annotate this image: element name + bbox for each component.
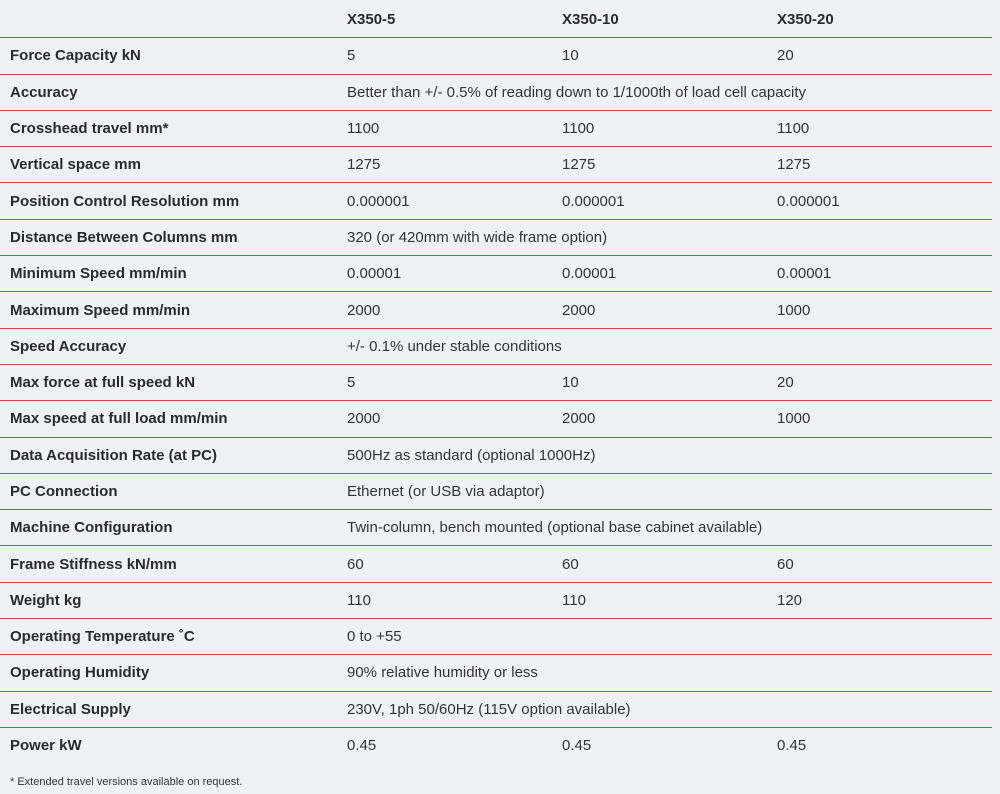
column-header: X350-20: [777, 2, 992, 39]
row-label: Minimum Speed mm/min: [0, 255, 347, 293]
spec-row: Frame Stiffness kN/mm 60 60 60: [0, 545, 992, 583]
spec-value: 0.000001: [562, 182, 777, 220]
spec-value: 10: [562, 364, 777, 402]
spec-row: Distance Between Columns mm 320 (or 420mm…: [0, 219, 992, 257]
spec-row: Power kW 0.45 0.45 0.45: [0, 727, 992, 763]
spec-value: 60: [777, 545, 992, 583]
row-label: Position Control Resolution mm: [0, 182, 347, 220]
row-label: Data Acquisition Rate (at PC): [0, 437, 347, 474]
spec-value: Twin-column, bench mounted (optional bas…: [347, 509, 992, 547]
spec-value: 230V, 1ph 50/60Hz (115V option available…: [347, 691, 992, 728]
row-label: Frame Stiffness kN/mm: [0, 545, 347, 583]
spec-row: Max speed at full load mm/min 2000 2000 100…: [0, 400, 992, 438]
spec-value: 0.45: [562, 737, 592, 755]
spec-value: 5: [347, 364, 562, 402]
spec-row: Vertical space mm 1275 1275 1275: [0, 146, 992, 184]
spec-value: 0.000001: [777, 182, 992, 220]
spec-row: Accuracy Better than +/- 0.5% of reading …: [0, 74, 992, 111]
row-label: Operating Humidity: [0, 654, 347, 692]
spec-value: 1000: [777, 400, 992, 438]
spec-value: 2000: [347, 400, 562, 438]
spec-row: Electrical Supply 230V, 1ph 50/60Hz (115V…: [0, 691, 992, 728]
spec-value: 120: [777, 582, 992, 620]
spec-value: 90% relative humidity or less: [347, 654, 992, 692]
spec-value: 1275: [347, 146, 562, 184]
spec-value: 2000: [562, 400, 777, 438]
header-empty: [0, 2, 347, 39]
spec-value: 1275: [562, 146, 777, 184]
spec-row: Minimum Speed mm/min 0.00001 0.00001 0.0000…: [0, 255, 992, 293]
spec-value: 1100: [347, 110, 562, 148]
spec-row: Operating Temperature ˚C 0 to +55: [0, 618, 992, 656]
spec-value: 60: [347, 545, 562, 583]
spec-row: Maximum Speed mm/min 2000 2000 1000: [0, 291, 992, 329]
spec-value: 500Hz as standard (optional 1000Hz): [347, 437, 992, 474]
spec-value: 0.00001: [777, 255, 992, 293]
spec-row: Force Capacity kN 5 10 20: [0, 37, 992, 75]
header-row: X350-5 X350-10 X350-20: [0, 2, 992, 39]
row-label: Operating Temperature ˚C: [0, 618, 347, 656]
spec-value: 110: [562, 582, 777, 620]
row-label: Accuracy: [0, 74, 347, 111]
row-label: Crosshead travel mm*: [0, 110, 347, 148]
spec-value: 320 (or 420mm with wide frame option): [347, 219, 992, 257]
spec-value: 2000: [562, 291, 777, 329]
row-label: Vertical space mm: [0, 146, 347, 184]
spec-value: 20: [777, 37, 992, 75]
spec-value: 0.000001: [347, 182, 562, 220]
spec-value: 5: [347, 37, 562, 75]
row-label: Maximum Speed mm/min: [0, 291, 347, 329]
spec-row: Machine Configuration Twin-column, bench …: [0, 509, 992, 547]
spec-value: 0.00001: [562, 255, 777, 293]
spec-row: Operating Humidity 90% relative humidity …: [0, 654, 992, 692]
row-label: Max speed at full load mm/min: [0, 400, 347, 438]
spec-value: 1100: [777, 110, 992, 148]
spec-row: Data Acquisition Rate (at PC) 500Hz as st…: [0, 437, 992, 474]
row-label: Machine Configuration: [0, 509, 347, 547]
row-label: Max force at full speed kN: [0, 364, 347, 402]
spec-row: PC Connection Ethernet (or USB via adapto…: [0, 473, 992, 511]
column-header: X350-10: [562, 2, 777, 39]
spec-value: 20: [777, 364, 992, 402]
spec-value: 60: [562, 545, 777, 583]
spec-value: Better than +/- 0.5% of reading down to …: [347, 74, 992, 111]
row-label: PC Connection: [0, 473, 347, 511]
row-label: Power kW: [10, 737, 82, 755]
spec-value: +/- 0.1% under stable conditions: [347, 328, 992, 365]
row-label: Speed Accuracy: [0, 328, 347, 365]
spec-value: 1275: [777, 146, 992, 184]
spec-value: 0.45: [347, 737, 377, 755]
spec-value: 0.00001: [347, 255, 562, 293]
row-label: Electrical Supply: [0, 691, 347, 728]
spec-value: 1100: [562, 110, 777, 148]
spec-table: X350-5 X350-10 X350-20 Force Capacity kN 5 1…: [0, 2, 992, 763]
spec-value: 10: [562, 37, 777, 75]
row-label: Force Capacity kN: [0, 37, 347, 75]
spec-value: 110: [347, 582, 562, 620]
spec-value: 0.45: [777, 737, 807, 755]
spec-row: Speed Accuracy +/- 0.1% under stable cond…: [0, 328, 992, 365]
spec-value: 2000: [347, 291, 562, 329]
row-label: Distance Between Columns mm: [0, 219, 347, 257]
row-label: Weight kg: [0, 582, 347, 620]
spec-row: Weight kg 110 110 120: [0, 582, 992, 620]
column-header: X350-5: [347, 2, 562, 39]
spec-row: Crosshead travel mm* 1100 1100 1100: [0, 110, 992, 148]
spec-value: Ethernet (or USB via adaptor): [347, 473, 992, 511]
spec-row: Position Control Resolution mm 0.000001 0.…: [0, 182, 992, 220]
spec-value: 0 to +55: [347, 618, 992, 656]
spec-value: 1000: [777, 291, 992, 329]
spec-row: Max force at full speed kN 5 10 20: [0, 364, 992, 402]
footnote: * Extended travel versions available on …: [10, 776, 243, 788]
